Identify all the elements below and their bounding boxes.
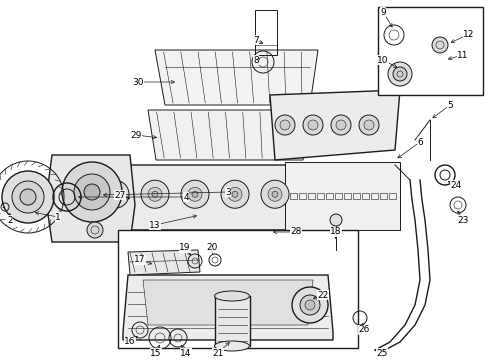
Circle shape	[363, 120, 373, 130]
Bar	[379, 193, 386, 199]
Text: 1: 1	[55, 212, 61, 221]
Circle shape	[335, 120, 346, 130]
Circle shape	[261, 180, 288, 208]
Bar	[334, 193, 341, 199]
Bar	[298, 193, 305, 199]
Text: 16: 16	[124, 338, 136, 346]
Circle shape	[2, 171, 54, 223]
Circle shape	[291, 287, 327, 323]
Text: 4: 4	[183, 193, 188, 202]
Text: 19: 19	[179, 243, 190, 252]
Text: 2: 2	[7, 216, 13, 225]
Circle shape	[392, 67, 406, 81]
Polygon shape	[120, 230, 305, 238]
Text: 30: 30	[132, 77, 143, 86]
Circle shape	[148, 187, 162, 201]
Bar	[316, 193, 324, 199]
Text: 20: 20	[206, 243, 217, 252]
Text: 24: 24	[449, 180, 461, 189]
Circle shape	[187, 187, 202, 201]
Text: 9: 9	[379, 8, 385, 17]
Polygon shape	[148, 110, 310, 160]
Circle shape	[303, 115, 323, 135]
Circle shape	[152, 191, 158, 197]
Bar	[325, 193, 332, 199]
Text: 22: 22	[317, 291, 328, 300]
Circle shape	[330, 115, 350, 135]
Text: 8: 8	[253, 55, 258, 64]
Polygon shape	[429, 33, 459, 58]
Bar	[361, 193, 368, 199]
Polygon shape	[123, 275, 332, 340]
Bar	[307, 193, 314, 199]
Text: 28: 28	[290, 228, 301, 237]
Polygon shape	[48, 155, 135, 242]
Circle shape	[387, 62, 411, 86]
Text: 11: 11	[456, 50, 468, 59]
Circle shape	[62, 162, 122, 222]
Bar	[352, 193, 359, 199]
Circle shape	[192, 191, 198, 197]
Bar	[370, 193, 377, 199]
Text: 10: 10	[376, 55, 388, 64]
Text: 5: 5	[446, 100, 452, 109]
Bar	[215, 296, 249, 346]
Bar	[377, 7, 482, 95]
Circle shape	[84, 184, 100, 200]
Circle shape	[329, 214, 341, 226]
Circle shape	[431, 37, 447, 53]
Text: 27: 27	[114, 190, 125, 199]
Circle shape	[221, 180, 248, 208]
Circle shape	[274, 115, 294, 135]
Circle shape	[231, 191, 238, 197]
Circle shape	[112, 191, 118, 197]
Circle shape	[12, 181, 44, 213]
Bar	[118, 230, 357, 348]
Text: 13: 13	[149, 220, 161, 230]
Circle shape	[299, 295, 319, 315]
Circle shape	[20, 189, 36, 205]
Bar	[388, 193, 395, 199]
Bar	[343, 193, 350, 199]
Polygon shape	[142, 280, 312, 325]
Ellipse shape	[214, 291, 249, 301]
Bar	[254, 10, 276, 55]
Text: 18: 18	[329, 228, 341, 237]
Circle shape	[101, 180, 129, 208]
Circle shape	[108, 187, 122, 201]
Ellipse shape	[214, 341, 249, 351]
Circle shape	[227, 187, 242, 201]
Circle shape	[358, 115, 378, 135]
Text: 21: 21	[212, 348, 223, 357]
Text: 26: 26	[358, 325, 369, 334]
Polygon shape	[269, 90, 399, 160]
Text: 7: 7	[253, 36, 258, 45]
Circle shape	[87, 222, 103, 238]
Text: 3: 3	[224, 188, 230, 197]
Polygon shape	[95, 165, 319, 230]
Bar	[285, 162, 399, 230]
Circle shape	[307, 120, 317, 130]
Polygon shape	[128, 250, 200, 275]
Text: 23: 23	[456, 216, 468, 225]
Circle shape	[305, 300, 314, 310]
Circle shape	[74, 174, 110, 210]
Text: 17: 17	[134, 256, 145, 265]
Circle shape	[280, 120, 289, 130]
Text: 12: 12	[462, 30, 474, 39]
Text: 14: 14	[180, 348, 191, 357]
Text: 15: 15	[150, 348, 162, 357]
Text: 25: 25	[376, 348, 387, 357]
Polygon shape	[155, 50, 317, 105]
Circle shape	[141, 180, 169, 208]
Circle shape	[181, 180, 208, 208]
Bar	[289, 193, 296, 199]
Circle shape	[267, 187, 282, 201]
Text: 6: 6	[416, 138, 422, 147]
Text: 29: 29	[130, 131, 142, 140]
Circle shape	[271, 191, 278, 197]
